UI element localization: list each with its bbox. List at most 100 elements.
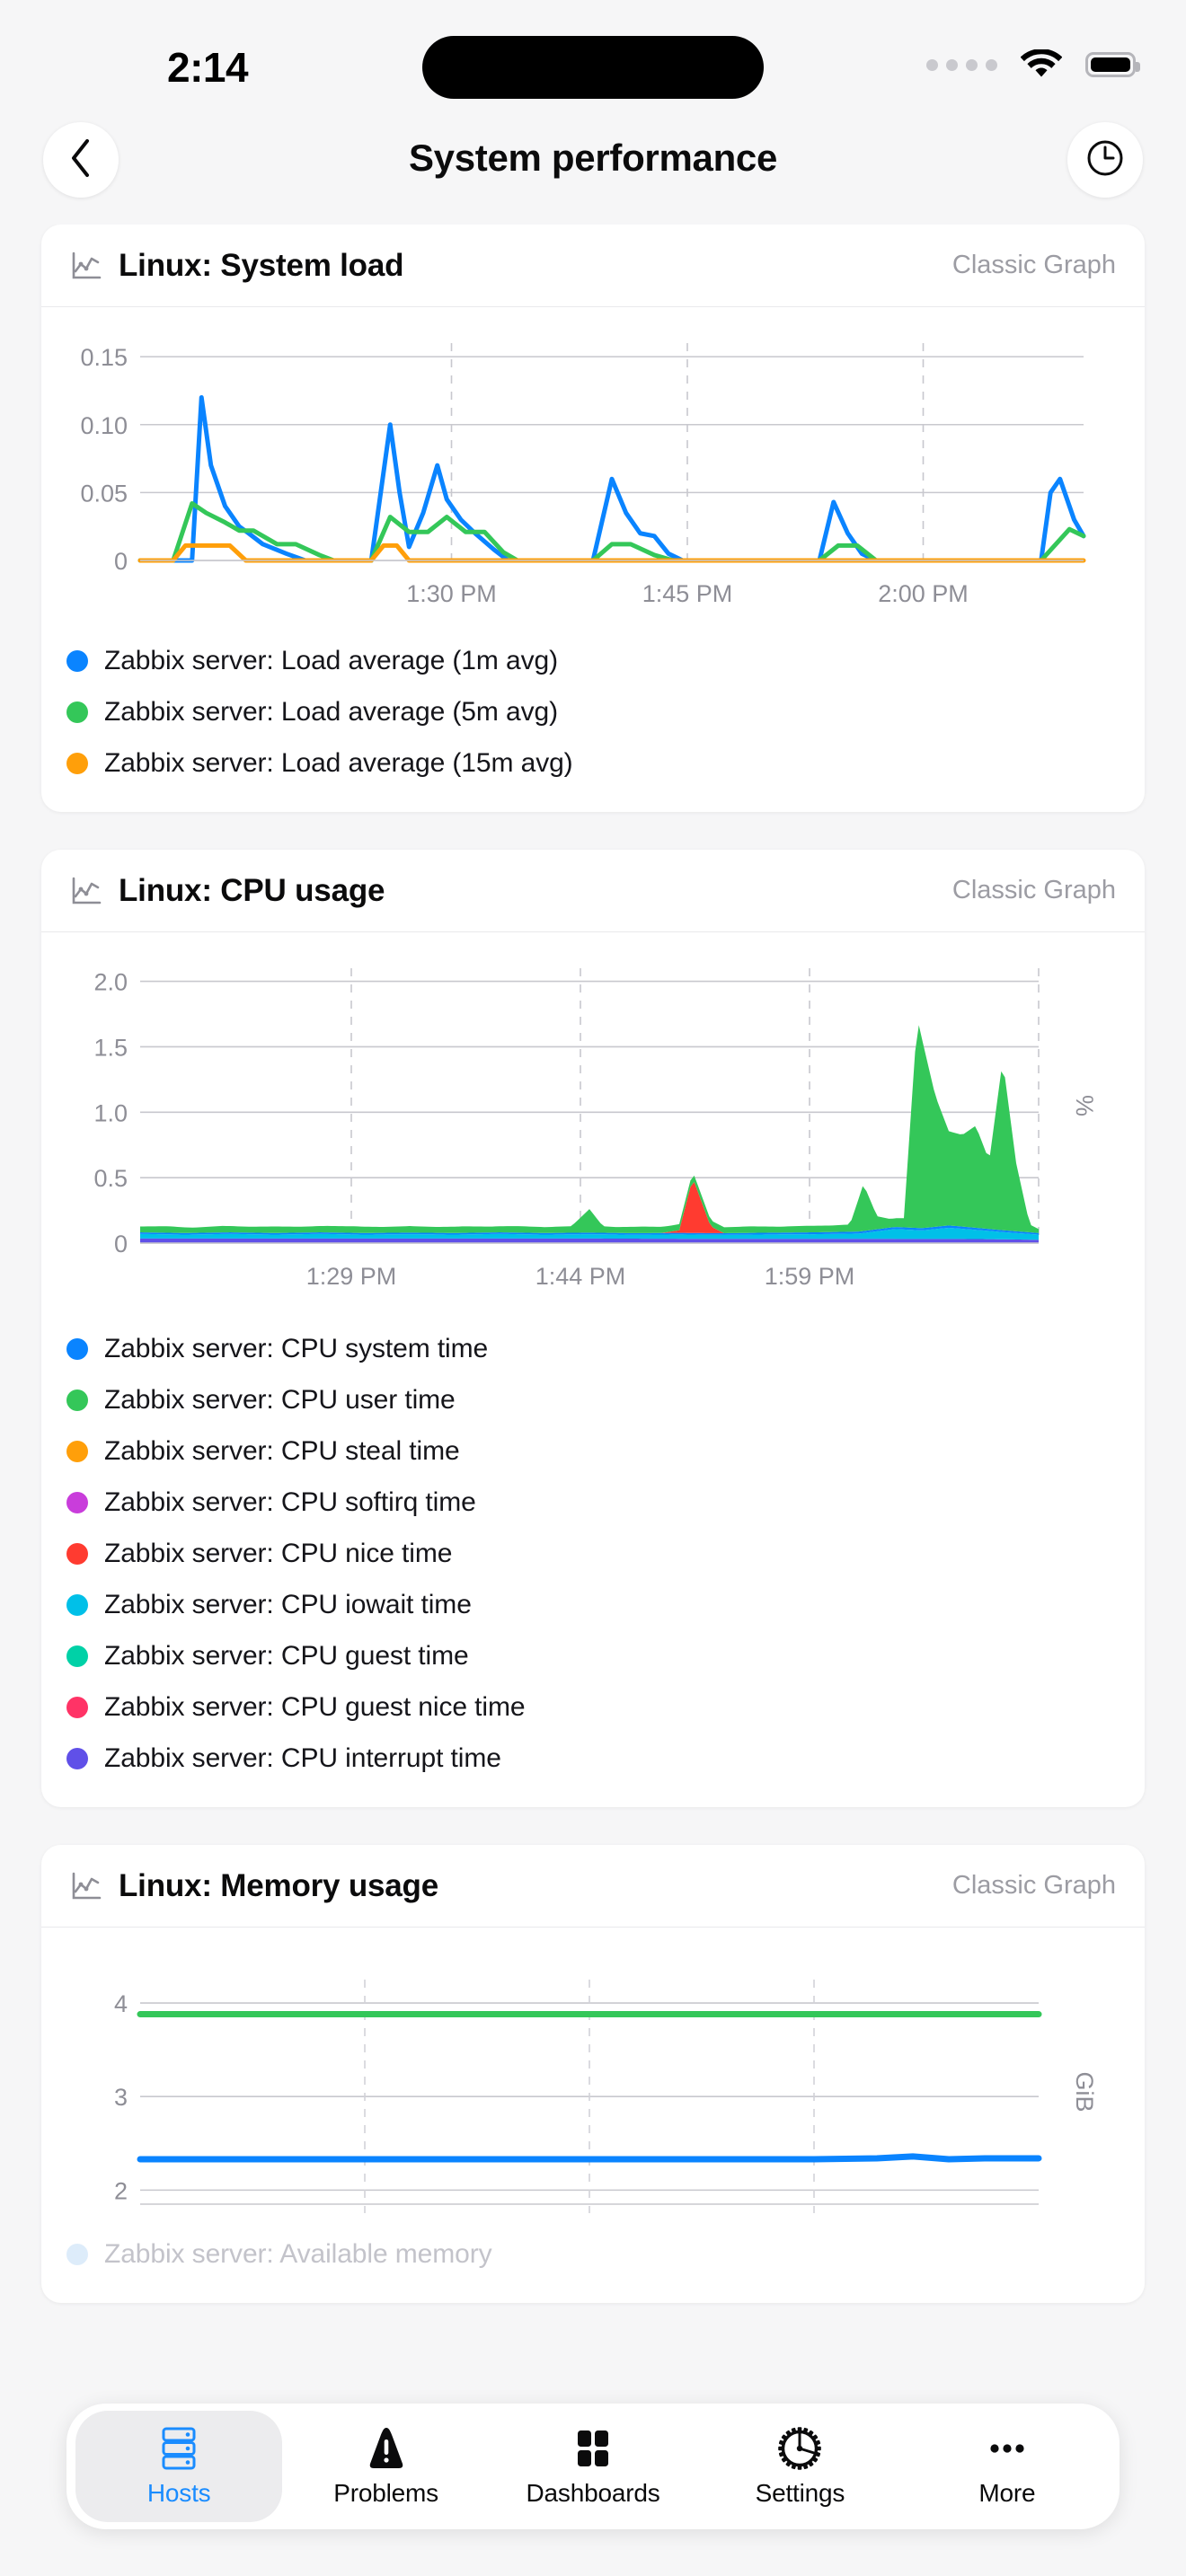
chart-legend: Zabbix server: CPU system time Zabbix se… (41, 1318, 1145, 1807)
card-title: Linux: Memory usage (119, 1867, 438, 1903)
card-title: Linux: System load (119, 247, 404, 283)
gear-icon (777, 2425, 822, 2472)
card-header: Linux: Memory usage Classic Graph (41, 1845, 1145, 1928)
svg-text:1:59 PM: 1:59 PM (765, 1263, 855, 1290)
legend-label: Zabbix server: CPU interrupt time (104, 1742, 501, 1773)
svg-text:GiB: GiB (1071, 2071, 1098, 2112)
legend-label: Zabbix server: CPU user time (104, 1384, 456, 1415)
svg-text:1:30 PM: 1:30 PM (406, 580, 497, 607)
svg-text:1:45 PM: 1:45 PM (642, 580, 733, 607)
legend-label: Zabbix server: CPU iowait time (104, 1589, 472, 1619)
ellipsis-icon (983, 2425, 1031, 2472)
legend-item[interactable]: Zabbix server: CPU guest nice time (66, 1681, 1120, 1733)
legend-item[interactable]: Zabbix server: CPU iowait time (66, 1579, 1120, 1630)
widget-card-system-load[interactable]: Linux: System load Classic Graph 0 0.05 0.… (41, 225, 1145, 812)
chart-cpu-usage[interactable]: 0 0.5 1.0 1.5 2.0 1:29 PM 1:44 PM 1:59 PM% (41, 932, 1145, 1318)
chart-svg: 2 3 4 GiB (114, 1980, 1098, 2231)
legend-color-swatch (66, 1696, 88, 1718)
legend-item[interactable]: Zabbix server: CPU guest time (66, 1630, 1120, 1681)
svg-text:0.15: 0.15 (80, 344, 128, 371)
tab-label: Settings (755, 2479, 845, 2507)
chart-legend: Zabbix server: Load average (1m avg) Zab… (41, 630, 1145, 812)
card-title: Linux: CPU usage (119, 872, 385, 908)
legend-color-swatch (66, 1542, 88, 1565)
legend-item[interactable]: Zabbix server: CPU softirq time (66, 1477, 1120, 1528)
legend-color-swatch (66, 701, 88, 723)
legend-item[interactable]: Zabbix server: CPU interrupt time (66, 1733, 1120, 1784)
legend-color-swatch (66, 1337, 88, 1360)
svg-text:2:00 PM: 2:00 PM (878, 580, 969, 607)
tab-label: Hosts (146, 2479, 211, 2507)
svg-text:0.5: 0.5 (93, 1165, 128, 1192)
legend-color-swatch (66, 1645, 88, 1667)
svg-text:%: % (1071, 1095, 1098, 1116)
time-range-button[interactable] (1067, 122, 1143, 198)
legend-label: Zabbix server: Load average (5m avg) (104, 696, 558, 727)
svg-text:1.0: 1.0 (93, 1099, 128, 1126)
tab-label: Dashboards (526, 2479, 660, 2507)
tab-label: More (978, 2479, 1036, 2507)
legend-color-swatch (66, 1389, 88, 1411)
card-type-label: Classic Graph (951, 251, 1116, 279)
legend-item[interactable]: Zabbix server: CPU nice time (66, 1528, 1120, 1579)
tab-hosts[interactable]: Hosts (75, 2411, 283, 2522)
legend-item[interactable]: Zabbix server: Load average (15m avg) (66, 737, 1120, 789)
chevron-left-icon (67, 137, 94, 183)
chart-svg: 0 0.05 0.10 0.15 1:30 PM 1:45 PM 2:00 PM (80, 343, 1086, 607)
back-button[interactable] (43, 122, 119, 198)
legend-label: Zabbix server: CPU nice time (104, 1538, 453, 1568)
warning-triangle-icon (365, 2425, 408, 2472)
chart-legend: Zabbix server: Available memory (41, 2223, 1145, 2303)
svg-text:1.5: 1.5 (93, 1034, 128, 1061)
legend-label: Zabbix server: CPU softirq time (104, 1486, 476, 1517)
legend-item[interactable]: Zabbix server: CPU system time (66, 1323, 1120, 1374)
card-header: Linux: CPU usage Classic Graph (41, 850, 1145, 932)
legend-item[interactable]: Zabbix server: Load average (5m avg) (66, 686, 1120, 737)
legend-color-swatch (66, 1593, 88, 1616)
chart-memory-usage[interactable]: 2 3 4 GiB (41, 1928, 1145, 2231)
legend-label: Zabbix server: CPU system time (104, 1333, 489, 1363)
navigation-bar: System performance (0, 108, 1186, 225)
content-scroll-area[interactable]: Linux: System load Classic Graph 0 0.05 0.… (0, 225, 1186, 2576)
grid-squares-icon (571, 2425, 615, 2472)
legend-item[interactable]: Zabbix server: CPU steal time (66, 1425, 1120, 1477)
legend-label: Zabbix server: CPU guest nice time (104, 1691, 526, 1722)
tab-label: Problems (333, 2479, 438, 2507)
page-title: System performance (408, 137, 778, 179)
card-type-label: Classic Graph (951, 1871, 1116, 1900)
svg-text:0: 0 (114, 1231, 128, 1257)
legend-label: Zabbix server: CPU guest time (104, 1640, 469, 1671)
server-stack-icon (158, 2425, 199, 2472)
legend-color-swatch (66, 649, 88, 672)
card-type-label: Classic Graph (951, 876, 1116, 904)
tab-dashboards[interactable]: Dashboards (490, 2411, 696, 2522)
clock-icon (1084, 137, 1126, 183)
svg-text:0: 0 (114, 548, 128, 575)
legend-color-swatch (66, 752, 88, 774)
svg-text:4: 4 (114, 1990, 128, 2017)
svg-text:0.10: 0.10 (80, 412, 128, 439)
svg-text:2.0: 2.0 (93, 969, 128, 996)
cellular-dots-icon (926, 58, 997, 71)
widget-card-memory-usage[interactable]: Linux: Memory usage Classic Graph 2 3 4 GiB… (41, 1845, 1145, 2303)
chart-system-load[interactable]: 0 0.05 0.10 0.15 1:30 PM 1:45 PM 2:00 PM (41, 307, 1145, 630)
svg-text:1:29 PM: 1:29 PM (306, 1263, 397, 1290)
line-chart-icon (70, 250, 102, 282)
bottom-tab-bar: Hosts Problems Dashboards (66, 2404, 1120, 2529)
tab-more[interactable]: More (904, 2411, 1111, 2522)
svg-text:1:44 PM: 1:44 PM (535, 1263, 626, 1290)
legend-color-swatch (66, 1440, 88, 1462)
legend-color-swatch (66, 2243, 88, 2265)
line-chart-icon (70, 1870, 102, 1902)
dynamic-island (422, 36, 764, 99)
legend-item[interactable]: Zabbix server: Available memory (66, 2228, 1120, 2280)
widget-card-cpu-usage[interactable]: Linux: CPU usage Classic Graph 0 0.5 1.0 1.… (41, 850, 1145, 1807)
legend-label: Zabbix server: CPU steal time (104, 1435, 460, 1466)
svg-text:2: 2 (114, 2177, 128, 2204)
tab-problems[interactable]: Problems (282, 2411, 489, 2522)
legend-item[interactable]: Zabbix server: CPU user time (66, 1374, 1120, 1425)
tab-settings[interactable]: Settings (696, 2411, 903, 2522)
legend-label: Zabbix server: Load average (1m avg) (104, 645, 558, 675)
status-bar-time: 2:14 (167, 44, 249, 91)
legend-item[interactable]: Zabbix server: Load average (1m avg) (66, 635, 1120, 686)
